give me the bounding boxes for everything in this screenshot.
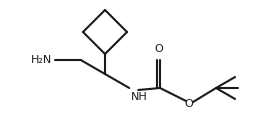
Text: NH: NH xyxy=(131,92,148,102)
Text: H₂N: H₂N xyxy=(31,55,52,65)
Text: O: O xyxy=(185,99,193,109)
Text: O: O xyxy=(155,44,163,54)
